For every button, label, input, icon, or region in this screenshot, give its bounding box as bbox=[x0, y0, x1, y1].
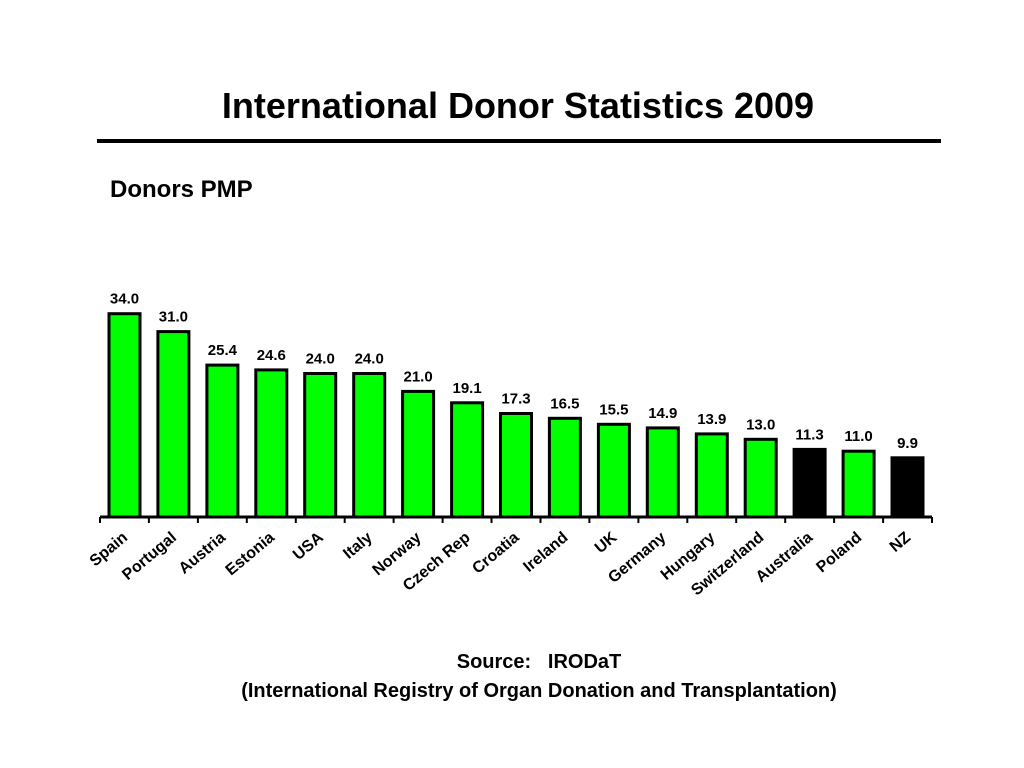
value-label-nz: 9.9 bbox=[897, 435, 918, 452]
source-name: IRODaT bbox=[547, 651, 622, 673]
value-label-ireland: 16.5 bbox=[550, 395, 579, 412]
bar-czech-rep bbox=[450, 401, 485, 519]
x-axis bbox=[99, 515, 933, 523]
bar-hungary bbox=[694, 432, 729, 519]
source-label: Source: bbox=[456, 651, 532, 673]
bar-australia bbox=[792, 447, 827, 519]
bar-italy bbox=[352, 372, 387, 519]
bar-chart: 34.0 31.0 25.4 24.6 24.0 24.0 21.0 19.1 17.3 16.5… bbox=[87, 291, 933, 599]
value-label-germany: 14.9 bbox=[648, 405, 677, 422]
value-label-uk: 15.5 bbox=[599, 401, 628, 418]
source-line: Source: IRODaT bbox=[0, 649, 1024, 675]
bar-usa bbox=[303, 372, 338, 519]
value-label-usa: 24.0 bbox=[306, 351, 335, 368]
value-label-switzerland: 13.0 bbox=[746, 416, 775, 433]
value-label-austria: 25.4 bbox=[208, 342, 238, 359]
bar-austria bbox=[205, 363, 240, 519]
value-label-group: 34.0 31.0 25.4 24.6 24.0 24.0 21.0 19.1 17.3 16.5… bbox=[110, 291, 918, 452]
value-label-poland: 11.0 bbox=[844, 428, 872, 445]
value-label-portugal: 31.0 bbox=[159, 309, 188, 326]
bar-poland bbox=[841, 449, 876, 519]
category-label-portugal: Portugal bbox=[119, 529, 180, 584]
slide-title: International Donor Statistics 2009 bbox=[221, 85, 815, 126]
category-label-uk: UK bbox=[592, 529, 621, 557]
chart-subtitle: Donors PMP bbox=[110, 176, 253, 203]
bar-group bbox=[107, 312, 925, 519]
value-label-italy: 24.0 bbox=[355, 351, 384, 368]
bar-portugal bbox=[156, 330, 191, 519]
bar-estonia bbox=[254, 368, 289, 519]
bar-uk bbox=[596, 422, 631, 519]
category-label-poland: Poland bbox=[813, 529, 865, 576]
category-label-estonia: Estonia bbox=[223, 529, 278, 579]
bar-ireland bbox=[547, 416, 582, 519]
source-full-name: (International Registry of Organ Donatio… bbox=[241, 680, 837, 702]
value-label-hungary: 13.9 bbox=[697, 411, 726, 428]
value-label-croatia: 17.3 bbox=[501, 391, 530, 408]
value-label-norway: 21.0 bbox=[403, 368, 432, 385]
bar-switzerland bbox=[743, 437, 778, 519]
category-label-ireland: Ireland bbox=[520, 529, 571, 576]
bar-nz bbox=[890, 456, 925, 519]
bar-spain bbox=[107, 312, 142, 519]
title-rule bbox=[97, 139, 941, 143]
value-label-czech-rep: 19.1 bbox=[452, 380, 481, 397]
bar-croatia bbox=[499, 412, 533, 519]
source-gap bbox=[531, 651, 548, 673]
category-label-usa: USA bbox=[290, 529, 327, 564]
category-label-italy: Italy bbox=[340, 529, 376, 563]
value-label-australia: 11.3 bbox=[795, 426, 823, 443]
category-label-spain: Spain bbox=[87, 529, 131, 570]
bar-germany bbox=[645, 426, 680, 519]
value-label-spain: 34.0 bbox=[110, 291, 139, 308]
bar-norway bbox=[401, 389, 436, 519]
category-label-nz: NZ bbox=[887, 529, 914, 556]
category-label-austria: Austria bbox=[176, 529, 229, 578]
category-label-croatia: Croatia bbox=[469, 529, 522, 578]
value-label-estonia: 24.6 bbox=[257, 347, 286, 364]
